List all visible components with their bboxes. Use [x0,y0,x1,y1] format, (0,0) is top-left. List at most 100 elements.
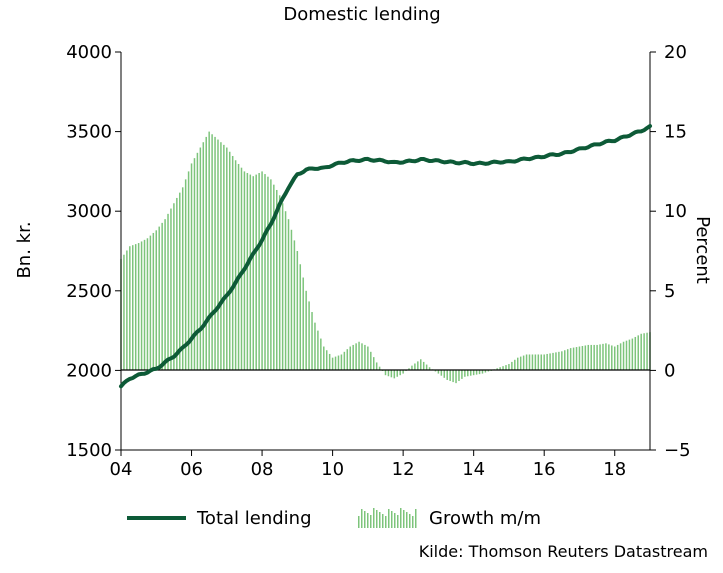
growth-bar [511,361,513,371]
growth-bar [193,158,196,371]
legend-bar-swatch-mark [397,515,399,528]
right-y-tick-label: 5 [664,281,675,302]
growth-bar [346,349,349,371]
growth-bar [234,160,237,371]
growth-bar [202,142,205,371]
growth-bar [199,147,202,371]
x-tick-label: 12 [392,459,415,480]
growth-bar [129,246,131,371]
legend-bar-swatch-mark [394,513,396,528]
legend-label-total-lending: Total lending [196,508,312,529]
legend-bar-swatch-mark [373,508,375,528]
growth-bar [575,347,578,371]
growth-bar [308,301,310,371]
growth-bar [358,341,360,371]
growth-bar [132,245,134,371]
growth-bar [522,355,525,371]
growth-bar [608,344,610,371]
growth-bar [293,240,296,371]
legend-bar-swatch-mark [358,516,360,528]
growth-bar [161,222,163,371]
growth-bar [246,172,249,371]
growth-bar [184,179,187,371]
growth-bar [514,359,516,371]
growth-bar [467,370,469,377]
growth-bar [278,195,281,371]
growth-bar [273,184,275,371]
growth-bar [372,357,375,371]
growth-bar [637,335,639,371]
legend-bar-swatch-mark [382,514,384,528]
growth-bar [205,136,207,371]
growth-bar [331,357,334,371]
growth-bar [646,332,648,371]
growth-bar [190,163,193,371]
right-y-tick-label: −5 [664,440,691,461]
growth-bar [152,232,155,371]
growth-bar [643,333,645,371]
legend-label-growth: Growth m/m [429,508,541,529]
growth-bar [461,370,463,379]
growth-bar [384,370,387,376]
growth-bar [146,238,149,371]
growth-bar [367,346,369,371]
growth-bar [381,370,384,371]
growth-bar [452,370,454,383]
growth-bar [478,370,481,375]
legend-bar-swatch-mark [379,512,381,528]
growth-bar [220,142,222,371]
growth-bar [599,344,601,371]
growth-bar [140,241,143,371]
legend-bar-swatch-mark [388,509,390,528]
growth-bars [120,131,651,384]
legend-bar-swatch-mark [385,516,387,528]
y-axis-label-left: Bn. kr. [14,221,35,278]
growth-bar [561,351,563,371]
growth-bar [446,370,448,380]
legend-bar-swatch-mark [409,514,411,528]
growth-bar [543,354,545,371]
growth-bar [422,361,425,371]
total-lending-line [119,124,652,389]
legend-bar-swatch-mark [415,509,417,528]
growth-bar [481,370,484,374]
growth-bar [425,364,428,371]
growth-bar [428,367,431,371]
growth-bar [564,350,566,371]
growth-bar [143,239,146,371]
growth-bar [487,370,490,372]
growth-bar [490,370,493,371]
growth-bar [628,339,631,371]
growth-bar [534,354,537,371]
growth-bar [302,277,304,371]
growth-bar [261,171,263,371]
x-tick-label: 16 [533,459,556,480]
growth-bar [393,370,396,379]
growth-bar [437,370,440,374]
growth-bar [364,344,366,371]
growth-bar [249,174,252,371]
growth-bar [640,333,642,371]
growth-bar [325,350,328,371]
growth-bar [343,351,346,371]
growth-bar [126,250,128,371]
growth-bar [287,219,290,371]
x-tick-label: 14 [462,459,485,480]
growth-bar [123,254,125,371]
growth-bar [378,366,381,371]
growth-bar [634,336,637,371]
growth-bar [472,370,475,376]
growth-bar [337,355,340,371]
growth-bar [276,189,278,371]
growth-bar [440,370,443,376]
growth-bar [578,346,581,371]
growth-bar [572,347,575,371]
x-tick-label: 18 [603,459,626,480]
left-y-tick-label: 2500 [66,281,112,302]
right-y-ticks: −5 0 5 10 15 20 [650,42,691,461]
growth-bar [555,352,557,371]
growth-bar [179,192,181,371]
growth-bar [496,368,498,371]
legend-bar-swatch-mark [367,513,369,528]
